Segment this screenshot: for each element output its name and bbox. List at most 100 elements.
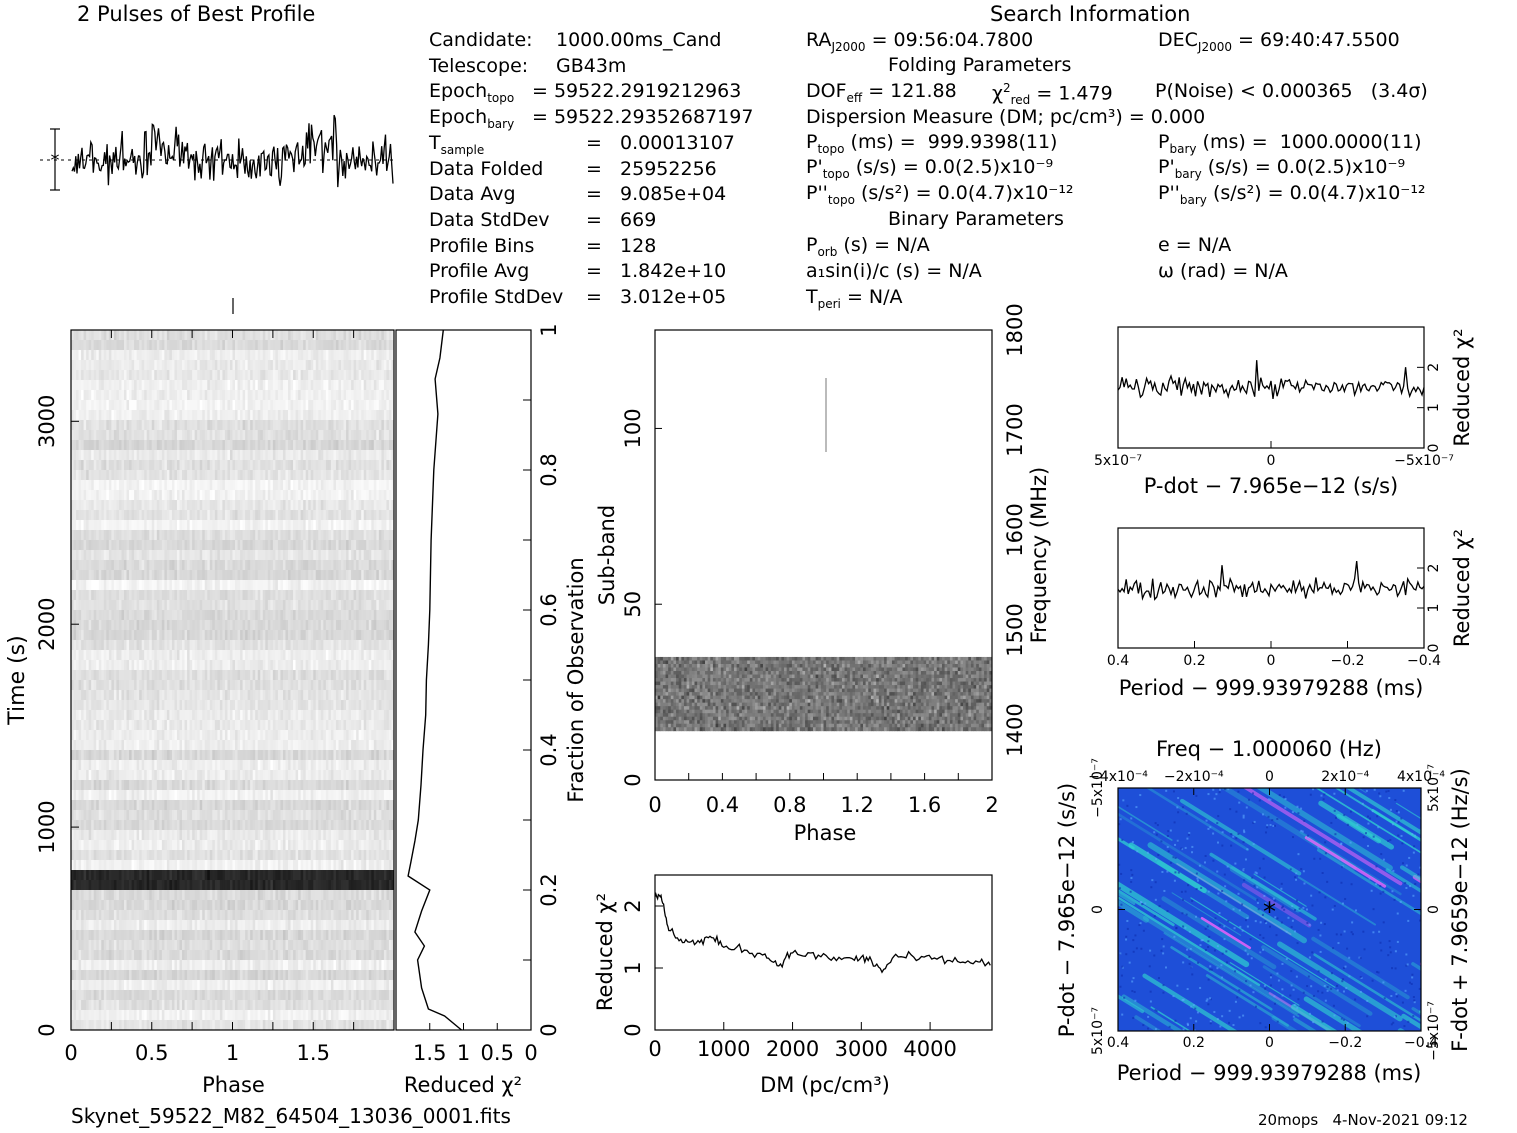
time-phase-cell bbox=[366, 510, 370, 521]
time-phase-cell bbox=[121, 580, 125, 591]
time-phase-cell bbox=[315, 680, 319, 691]
time-phase-cell bbox=[76, 430, 79, 441]
time-phase-cell bbox=[151, 670, 155, 681]
time-phase-cell bbox=[257, 470, 261, 481]
time-phase-cell bbox=[91, 670, 95, 681]
time-phase-cell bbox=[285, 410, 289, 421]
time-phase-cell bbox=[103, 580, 107, 591]
time-phase-cell bbox=[371, 450, 375, 461]
time-phase-cell bbox=[179, 400, 183, 411]
time-phase-cell bbox=[166, 470, 170, 481]
time-phase-cell bbox=[356, 520, 360, 531]
time-phase-cell bbox=[265, 400, 269, 411]
time-phase-cell bbox=[184, 420, 188, 431]
time-phase-cell bbox=[348, 630, 352, 641]
time-phase-cell bbox=[151, 460, 155, 471]
time-phase-cell bbox=[118, 610, 122, 621]
time-phase-cell bbox=[199, 340, 203, 351]
time-phase-cell bbox=[338, 590, 342, 601]
time-phase-cell bbox=[108, 690, 112, 701]
time-phase-cell bbox=[242, 610, 246, 621]
pbary-value: (ms) = 1000.0000(11) bbox=[1202, 131, 1422, 153]
time-phase-cell bbox=[318, 380, 322, 391]
time-phase-cell bbox=[131, 340, 135, 351]
time-phase-cell bbox=[288, 480, 291, 491]
time-phase-cell bbox=[335, 520, 339, 531]
time-phase-cell bbox=[373, 360, 377, 371]
time-phase-cell bbox=[240, 410, 243, 421]
time-phase-cell bbox=[305, 640, 309, 651]
time-phase-cell bbox=[73, 680, 77, 691]
time-phase-cell bbox=[313, 400, 317, 411]
time-phase-cell bbox=[288, 510, 291, 521]
time-phase-cell bbox=[361, 520, 365, 531]
time-phase-cell bbox=[136, 340, 140, 351]
time-phase-cell bbox=[308, 650, 312, 661]
time-phase-cell bbox=[275, 520, 279, 531]
time-phase-cell bbox=[376, 610, 380, 621]
time-phase-cell bbox=[73, 470, 77, 481]
time-phase-cell bbox=[295, 410, 299, 421]
time-phase-cell bbox=[184, 640, 188, 651]
time-phase-cell bbox=[202, 490, 206, 501]
time-phase-cell bbox=[219, 460, 223, 471]
time-phase-cell bbox=[76, 600, 79, 611]
time-phase-cell bbox=[363, 590, 367, 601]
time-phase-cell bbox=[298, 370, 302, 381]
time-phase-cell bbox=[129, 340, 132, 351]
time-phase-cell bbox=[78, 600, 82, 611]
time-phase-cell bbox=[361, 440, 365, 451]
time-phase-cell bbox=[217, 370, 221, 381]
time-phase-cell bbox=[333, 540, 337, 551]
time-phase-cell bbox=[343, 520, 347, 531]
time-phase-cell bbox=[277, 410, 281, 421]
time-phase-cell bbox=[232, 370, 236, 381]
time-phase-cell bbox=[224, 350, 228, 361]
time-phase-cell bbox=[187, 580, 190, 591]
time-phase-cell bbox=[217, 670, 221, 681]
time-phase-cell bbox=[265, 650, 269, 661]
time-phase-cell bbox=[285, 330, 289, 341]
time-phase-cell bbox=[192, 510, 196, 521]
time-phase-cell bbox=[126, 360, 130, 371]
time-phase-cell bbox=[255, 650, 259, 661]
time-phase-cell bbox=[353, 580, 357, 591]
time-phase-cell bbox=[330, 470, 334, 481]
time-phase-cell bbox=[131, 360, 135, 371]
time-phase-cell bbox=[113, 560, 117, 571]
time-phase-cell bbox=[260, 590, 264, 601]
time-phase-cell bbox=[149, 680, 153, 691]
time-phase-cell bbox=[134, 540, 138, 551]
time-phase-cell bbox=[118, 410, 122, 421]
time-phase-cell bbox=[209, 560, 213, 571]
time-phase-cell bbox=[386, 440, 390, 451]
time-phase-cell bbox=[348, 370, 352, 381]
time-phase-cell bbox=[176, 510, 180, 521]
time-phase-cell bbox=[139, 570, 143, 581]
time-phase-cell bbox=[270, 620, 274, 631]
time-phase-cell bbox=[260, 430, 264, 441]
time-phase-cell bbox=[235, 590, 238, 601]
time-phase-cell bbox=[134, 370, 138, 381]
time-phase-cell bbox=[194, 430, 198, 441]
time-phase-cell bbox=[366, 450, 370, 461]
time-phase-cell bbox=[136, 550, 140, 561]
time-phase-cell bbox=[118, 330, 122, 341]
time-phase-cell bbox=[242, 340, 246, 351]
time-phase-cell bbox=[154, 420, 158, 431]
time-phase-cell bbox=[313, 580, 317, 591]
time-phase-cell bbox=[164, 400, 168, 411]
time-phase-cell bbox=[346, 580, 349, 591]
time-phase-cell bbox=[295, 600, 299, 611]
time-phase-cell bbox=[123, 410, 127, 421]
time-phase-cell bbox=[343, 470, 347, 481]
time-phase-cell bbox=[247, 370, 251, 381]
time-phase-cell bbox=[386, 640, 390, 651]
time-phase-cell bbox=[194, 500, 198, 511]
time-phase-cell bbox=[78, 640, 82, 651]
time-phase-cell bbox=[376, 570, 380, 581]
time-phase-cell bbox=[313, 620, 317, 631]
time-phase-cell bbox=[78, 610, 82, 621]
time-phase-cell bbox=[250, 660, 254, 671]
time-phase-cell bbox=[134, 590, 138, 601]
